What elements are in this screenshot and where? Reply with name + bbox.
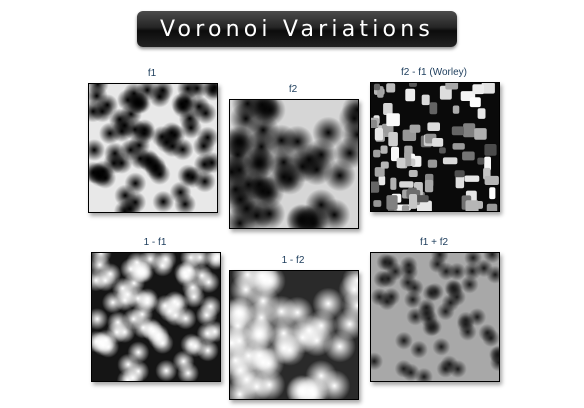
voronoi-svg <box>371 83 499 211</box>
voronoi-svg <box>92 253 220 381</box>
panel-label: 1 - f1 <box>91 237 219 248</box>
page-title: Voronoi Variations <box>160 17 434 42</box>
voronoi-svg <box>371 253 499 381</box>
voronoi-image <box>370 82 500 212</box>
voronoi-image <box>88 83 218 213</box>
panel-label: f2 - f1 (Worley) <box>370 67 498 78</box>
voronoi-svg <box>230 271 358 399</box>
voronoi-image <box>370 252 500 382</box>
voronoi-svg <box>230 100 358 228</box>
voronoi-image <box>229 99 359 229</box>
panel-label: 1 - f2 <box>229 255 357 266</box>
panel-label: f2 <box>229 84 357 95</box>
voronoi-image <box>91 252 221 382</box>
voronoi-svg <box>89 84 217 212</box>
voronoi-image <box>229 270 359 400</box>
panel-label: f1 <box>88 68 216 79</box>
title-banner: Voronoi Variations <box>137 11 457 47</box>
panel-label: f1 + f2 <box>370 237 498 248</box>
